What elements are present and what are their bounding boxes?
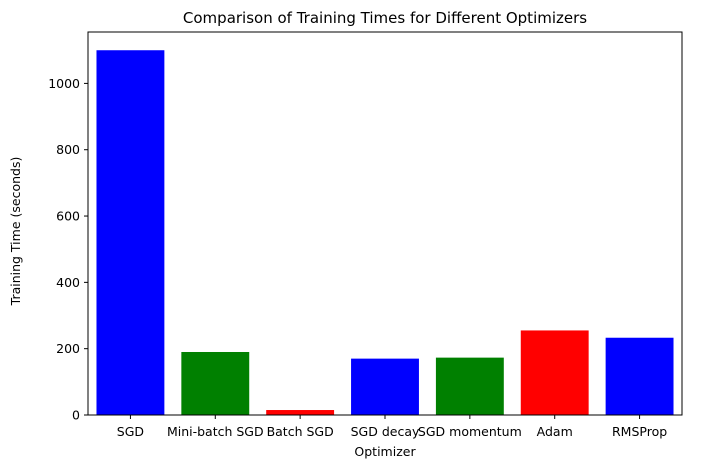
bar-sgd-momentum [435, 357, 504, 415]
y-axis-ticks: 0 200 400 600 800 1000 [48, 76, 88, 423]
bar-mini-batch-sgd [181, 351, 250, 415]
x-axis-label: Optimizer [354, 444, 416, 459]
y-tick-label: 600 [56, 209, 80, 224]
x-tick-label: SGD [117, 424, 144, 439]
bar-batch-sgd [266, 410, 335, 415]
plot-frame [87, 31, 683, 416]
chart-title: Comparison of Training Times for Differe… [183, 9, 587, 27]
x-tick-label: SGD momentum [418, 424, 522, 439]
x-tick-label: Adam [537, 424, 573, 439]
x-tick-label: Batch SGD [267, 424, 334, 439]
y-tick-label: 1000 [48, 76, 80, 91]
y-tick-label: 0 [72, 408, 80, 423]
bar-sgd-decay [351, 358, 419, 415]
x-tick-label: Mini-batch SGD [167, 424, 264, 439]
x-tick-label: RMSProp [612, 424, 667, 439]
bar-adam [520, 330, 589, 415]
y-tick-label: 200 [56, 341, 80, 356]
bar-rmsprop [605, 337, 674, 415]
x-tick-label: SGD decay [351, 424, 420, 439]
bars-group [96, 50, 674, 415]
y-axis-label: Training Time (seconds) [8, 157, 23, 307]
y-tick-label: 400 [56, 275, 80, 290]
bar-sgd [96, 50, 165, 415]
y-tick-label: 800 [56, 142, 80, 157]
